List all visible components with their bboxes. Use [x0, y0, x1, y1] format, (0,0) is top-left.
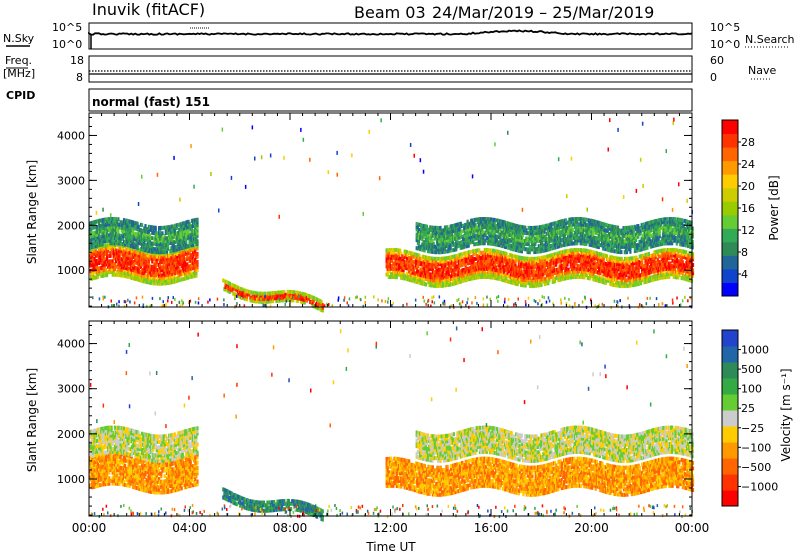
echo-upper_band_12_24 — [416, 217, 694, 254]
colorbar-tick-label-6: 4 — [741, 268, 748, 281]
xtick-label-5: 20:00 — [574, 521, 609, 535]
colorbar-swatch-8 — [722, 362, 738, 379]
colorbar-tick-label-5: −100 — [741, 441, 771, 454]
colorbar-swatch-1 — [722, 474, 738, 491]
colorbar-tick-label-0: 28 — [741, 136, 755, 149]
colorbar-swatch-2 — [722, 255, 738, 269]
xtick-label-2: 08:00 — [273, 521, 308, 535]
colorbar-swatch-9 — [722, 161, 738, 175]
colorbar-tick-label-1: 24 — [741, 158, 755, 171]
colorbar-swatch-7 — [722, 378, 738, 395]
colorbar-swatch-6 — [722, 394, 738, 411]
radar-plot: 1000 2000 3000 4000 28 24 20 16 12 8 4 1000 2000 3000… — [0, 0, 800, 554]
xtick-label-1: 04:00 — [172, 521, 207, 535]
echo-upper_band_12_24 — [416, 426, 694, 463]
nsky-trace — [89, 30, 692, 34]
colorbar-swatch-0 — [722, 490, 738, 507]
colorbar-swatch-5 — [722, 215, 738, 229]
power-colorbar: 28 24 20 16 12 8 4 — [722, 120, 755, 297]
colorbar-tick-label-6: −500 — [741, 461, 771, 474]
colorbar-swatch-6 — [722, 201, 738, 215]
echo-band_12_24 — [386, 457, 695, 497]
power-panel: 1000 2000 3000 4000 28 24 20 16 12 8 4 — [57, 113, 755, 313]
colorbar-swatch-7 — [722, 188, 738, 202]
xtick-label-4: 16:00 — [474, 521, 509, 535]
colorbar-tick-label-4: −25 — [741, 422, 764, 435]
colorbar-swatch-5 — [722, 410, 738, 427]
colorbar-swatch-9 — [722, 346, 738, 363]
colorbar-swatch-3 — [722, 442, 738, 459]
velocity-panel: 1000 2000 3000 4000 1000 500 100 25 −25 −100 −500 −… — [57, 321, 778, 522]
power-ytick-label-3: 4000 — [57, 129, 85, 142]
colorbar-swatch-0 — [722, 282, 738, 296]
colorbar-tick-label-7: −1000 — [741, 480, 778, 493]
colorbar-tick-label-3: 25 — [741, 402, 755, 415]
colorbar-swatch-11 — [722, 134, 738, 148]
colorbar-swatch-2 — [722, 458, 738, 475]
colorbar-swatch-4 — [722, 228, 738, 242]
colorbar-tick-label-2: 20 — [741, 180, 755, 193]
freq-strip-frame — [89, 56, 692, 82]
colorbar-swatch-8 — [722, 174, 738, 188]
colorbar-swatch-4 — [722, 426, 738, 443]
velocity-ytick-label-1: 2000 — [57, 428, 85, 441]
colorbar-tick-label-4: 12 — [741, 224, 755, 237]
xtick-label-3: 12:00 — [373, 521, 408, 535]
echo-band_12_24 — [386, 248, 695, 288]
colorbar-swatch-1 — [722, 269, 738, 283]
velocity-ytick-label-0: 1000 — [57, 473, 85, 486]
colorbar-swatch-12 — [722, 120, 738, 134]
nsky-strip-frame — [89, 23, 692, 49]
colorbar-tick-label-2: 100 — [741, 383, 762, 396]
power-ytick-label-2: 3000 — [57, 174, 85, 187]
colorbar-tick-label-5: 8 — [741, 246, 748, 259]
power-ytick-label-0: 1000 — [57, 264, 85, 277]
xtick-label-0: 00:00 — [72, 521, 107, 535]
xtick-label-6: 00:00 — [675, 521, 710, 535]
colorbar-tick-label-1: 500 — [741, 363, 762, 376]
velocity-colorbar: 1000 500 100 25 −25 −100 −500 −1000 — [722, 330, 778, 507]
power-ytick-label-1: 2000 — [57, 219, 85, 232]
colorbar-swatch-10 — [722, 147, 738, 161]
colorbar-swatch-10 — [722, 330, 738, 347]
colorbar-swatch-3 — [722, 242, 738, 256]
colorbar-tick-label-0: 1000 — [741, 344, 769, 357]
cpid-strip-frame — [89, 89, 692, 111]
velocity-ytick-label-2: 3000 — [57, 383, 85, 396]
velocity-ytick-label-3: 4000 — [57, 338, 85, 351]
colorbar-tick-label-3: 16 — [741, 202, 755, 215]
